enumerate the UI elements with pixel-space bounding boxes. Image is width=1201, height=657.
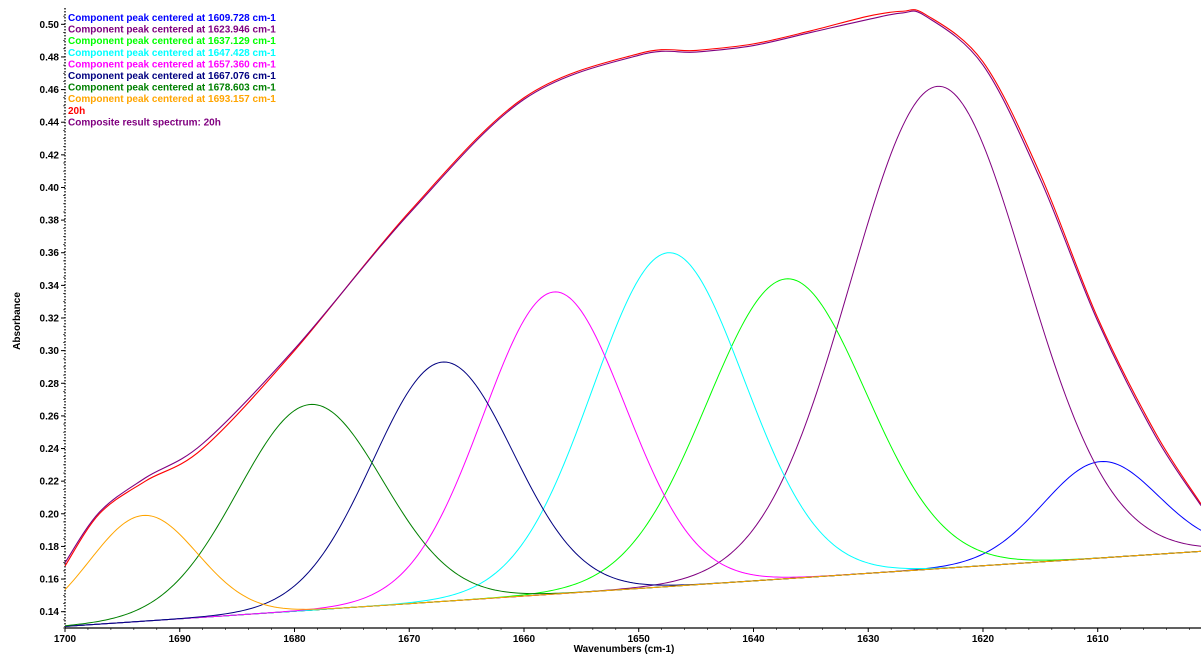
curves [64,9,1201,627]
y-tick-label: 0.20 [40,509,60,520]
legend-entry: Component peak centered at 1693.157 cm-1 [68,94,276,105]
legend-entry: Component peak centered at 1609.728 cm-1 [68,13,276,24]
component-peak-line [64,85,1201,627]
x-tick-label: 1630 [857,634,880,645]
y-tick-label: 0.38 [40,216,60,227]
component-peak-line [64,278,1201,627]
x-tick-label: 1670 [398,634,421,645]
y-tick-label: 0.32 [40,314,60,325]
y-tick-label: 0.30 [40,346,60,357]
y-tick-label: 0.44 [40,118,60,129]
y-tick-label: 0.28 [40,379,60,390]
y-axis: 0.14 0.16 0.18 0.20 0.22 0.24 0.26 0.28 0.30 0.32… [40,15,65,629]
legend-entry: Composite result spectrum: 20h [68,117,221,128]
component-peak-line [64,361,1201,627]
x-tick-label: 1700 [54,634,77,645]
x-tick-label: 1660 [513,634,536,645]
component-peak-line [64,461,1201,627]
legend-entry: Component peak centered at 1637.129 cm-1 [68,36,276,47]
y-tick-label: 0.36 [40,248,60,259]
component-peak-line [64,403,1201,627]
legend: Component peak centered at 1609.728 cm-1… [68,13,276,128]
y-tick-label: 0.14 [40,607,60,618]
component-peak-line [64,514,1201,610]
x-tick-label: 1620 [972,634,995,645]
y-tick-label: 0.16 [40,575,60,586]
legend-entry: Component peak centered at 1657.360 cm-1 [68,59,276,70]
component-peak-line [64,291,1201,627]
x-tick-label: 1680 [283,634,306,645]
legend-entry: Component peak centered at 1647.428 cm-1 [68,48,276,59]
x-tick-label: 1650 [628,634,651,645]
y-tick-label: 0.34 [40,281,60,292]
y-tick-label: 0.42 [40,150,60,161]
x-axis-label: Wavenumbers (cm-1) [574,644,675,655]
y-tick-label: 0.24 [40,444,60,455]
legend-entry: Component peak centered at 1678.603 cm-1 [68,83,276,94]
y-tick-label: 0.46 [40,85,60,96]
component-peak-line [64,252,1201,627]
x-axis: 1700 1690 1680 1670 1660 1650 1640 1630 1620 1610 [54,628,1190,645]
spectrum-line [64,9,1201,567]
y-tick-label: 0.50 [40,20,60,31]
y-tick-label: 0.40 [40,183,60,194]
x-tick-label: 1690 [169,634,192,645]
x-tick-label: 1610 [1087,634,1110,645]
x-tick-label: 1640 [742,634,765,645]
legend-entry: 20h [68,106,85,117]
y-tick-label: 0.26 [40,411,60,422]
y-axis-label: Absorbance [12,292,23,350]
y-tick-label: 0.48 [40,52,60,63]
y-tick-label: 0.18 [40,542,60,553]
legend-entry: Component peak centered at 1667.076 cm-1 [68,71,276,82]
legend-entry: Component peak centered at 1623.946 cm-1 [68,25,276,36]
spectrum-line [64,10,1201,564]
y-tick-label: 0.22 [40,477,60,488]
